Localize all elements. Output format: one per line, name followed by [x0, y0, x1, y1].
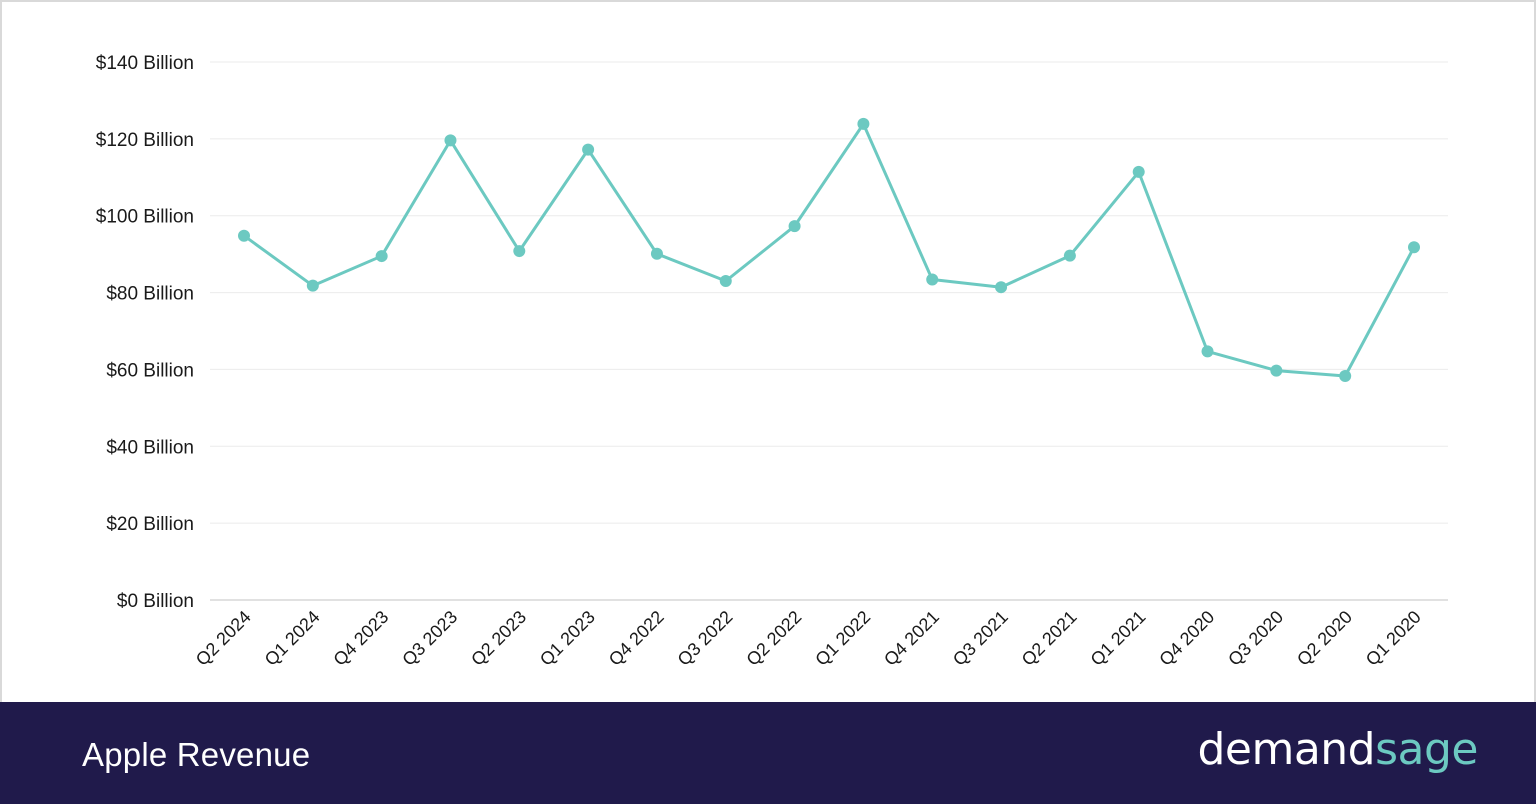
- data-point: [650, 247, 663, 260]
- y-tick-label: $0 Billion: [117, 591, 194, 612]
- y-tick-label: $60 Billion: [106, 360, 194, 381]
- x-tick-label: Q1 2022: [811, 607, 874, 670]
- data-point: [857, 117, 870, 130]
- data-point: [306, 279, 319, 292]
- x-tick-label: Q1 2020: [1362, 607, 1425, 670]
- footer-bar: Apple Revenue demandsage: [0, 702, 1536, 804]
- x-tick-label: Q1 2024: [261, 607, 324, 670]
- data-point: [1132, 165, 1145, 178]
- chart-title: Apple Revenue: [82, 736, 311, 773]
- y-tick-label: $100 Billion: [96, 207, 194, 228]
- line-chart: $140 Billion $120 Billion $100 Billion $80 …: [2, 2, 1536, 704]
- x-tick-label: Q2 2022: [742, 607, 805, 670]
- data-point: [1408, 241, 1420, 254]
- x-tick-label: Q2 2020: [1293, 607, 1356, 670]
- y-tick-label: $120 Billion: [96, 130, 194, 151]
- x-tick-label: Q3 2021: [949, 607, 1012, 670]
- x-tick-label: Q4 2020: [1155, 607, 1218, 670]
- x-tick-label: Q1 2023: [536, 607, 599, 670]
- series-line: [242, 122, 1416, 378]
- x-tick-label: Q4 2022: [605, 607, 668, 670]
- y-tick-label: $40 Billion: [106, 437, 194, 458]
- data-point: [444, 134, 457, 147]
- data-point: [582, 143, 595, 156]
- x-tick-label: Q4 2023: [329, 607, 392, 670]
- x-tick-label: Q3 2020: [1224, 607, 1287, 670]
- y-tick-label: $140 Billion: [96, 53, 194, 74]
- x-tick-label: Q1 2021: [1087, 607, 1150, 670]
- y-tick-label: $20 Billion: [106, 514, 194, 535]
- data-point: [1201, 345, 1214, 358]
- data-point: [926, 273, 939, 286]
- data-point: [1339, 369, 1352, 382]
- data-point: [719, 275, 732, 288]
- data-point: [375, 250, 388, 263]
- x-tick-label: Q4 2021: [880, 607, 943, 670]
- data-point: [238, 229, 250, 242]
- data-point: [1063, 249, 1076, 262]
- x-tick-label: Q3 2023: [398, 607, 461, 670]
- brand-logo: demandsage: [1197, 724, 1478, 775]
- x-tick-label: Q2 2021: [1018, 607, 1081, 670]
- data-point: [788, 220, 801, 233]
- y-tick-label: $80 Billion: [106, 284, 194, 305]
- data-point: [513, 245, 526, 258]
- x-tick-label: Q2 2023: [467, 607, 530, 670]
- x-tick-label: Q3 2022: [674, 607, 737, 670]
- chart-svg: $140 Billion $120 Billion $100 Billion $80 …: [96, 53, 1448, 670]
- data-point: [995, 281, 1008, 294]
- brand-logo-part2: sage: [1375, 724, 1478, 775]
- data-point: [1270, 364, 1283, 377]
- x-tick-label: Q2 2024: [192, 607, 255, 670]
- brand-logo-part1: demand: [1197, 724, 1376, 775]
